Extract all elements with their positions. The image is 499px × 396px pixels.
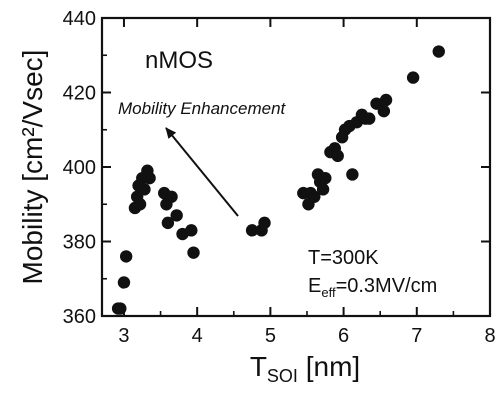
data-point [138,183,151,196]
data-point [319,171,332,185]
enhancement-arrow [165,127,239,217]
x-tick-label: 3 [118,325,129,347]
data-point [170,209,183,222]
data-point [331,149,344,163]
y-axis-title: Mobility [cm²/Vsec] [17,50,48,285]
y-tick-label: 360 [63,306,96,328]
x-axis-title-unit: [nm] [298,351,360,382]
x-axis-title-subscript: SOI [267,366,298,386]
data-point [406,71,420,84]
data-point [187,246,200,259]
x-tick-labels: 3 4 5 6 7 8 [118,325,495,347]
data-point [316,183,330,196]
temperature-label: T=300K [308,247,379,269]
x-axis-title-main: T [250,351,267,382]
data-point [432,45,445,58]
x-tick-label: 5 [265,325,276,347]
field-label: Eeff=0.3MV/cm [308,275,437,300]
data-point [143,171,156,185]
y-tick-labels: 360 380 400 420 440 [63,8,96,328]
y-tick-label: 440 [63,8,96,30]
y-tick-label: 400 [63,157,96,179]
field-label-main: E [308,275,321,297]
data-points [111,45,445,315]
data-point [161,216,175,230]
field-label-subscript: eff [321,285,336,300]
data-point [379,93,393,107]
device-label: nMOS [145,47,213,74]
x-axis-title: TSOI [nm] [250,351,360,386]
data-point [245,224,259,237]
data-point [346,168,359,181]
data-point [363,112,376,125]
data-point [165,190,178,203]
axis-ticks [102,17,491,317]
mobility-enhancement-label: Mobility Enhancement [118,99,287,118]
data-point [377,104,391,118]
x-tick-label: 6 [338,325,349,347]
y-tick-label: 380 [63,232,96,254]
field-label-value: =0.3MV/cm [336,275,438,297]
data-point [119,250,133,263]
x-tick-label: 7 [411,325,422,347]
y-tick-label: 420 [63,83,96,105]
data-point [185,224,198,237]
data-point [258,216,271,230]
data-point [308,190,321,203]
data-point [117,276,131,289]
x-tick-label: 8 [484,325,495,347]
data-point [133,198,147,211]
x-tick-label: 4 [192,325,203,347]
data-point [114,302,127,315]
